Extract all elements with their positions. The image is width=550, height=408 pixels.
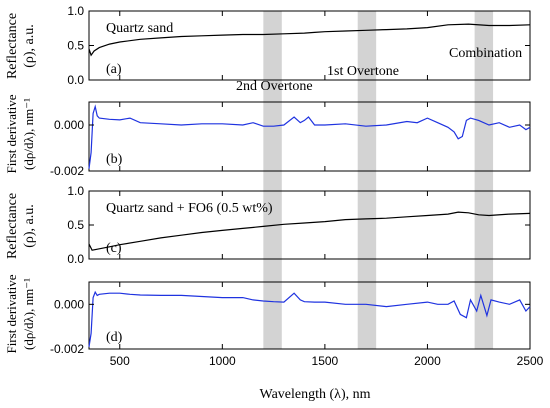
panel-c-ytick-label-2: 1.0 <box>67 184 84 198</box>
xtick-label-3: 2000 <box>414 354 441 368</box>
panel-a-ytick-label-0: 0.0 <box>67 73 84 87</box>
panel-b-ytick-label-1: 0.000 <box>54 118 84 132</box>
panel-c-ytick-label-1: 0.5 <box>67 218 84 232</box>
x-ticks-layer: 500 1000 1500 2000 2500 <box>110 11 544 368</box>
ylabel-c-line2: (ρ), a.u. <box>22 204 37 248</box>
ylabel-b-line1: First derivative <box>4 94 19 173</box>
y-ticks-layer: 0.0 0.5 1.0 -0.002 0.000 0.0 0.5 1.0 -0.002 0.000 <box>50 4 530 356</box>
band-shading-layer <box>263 11 494 349</box>
band-1 <box>357 11 377 349</box>
panel-d-ytick-label-1: 0.000 <box>54 297 84 311</box>
xtick-label-4: 2500 <box>517 354 544 368</box>
band-0 <box>263 11 282 349</box>
ylabel-d-line1: First derivative <box>4 274 19 353</box>
band-2 <box>474 11 494 349</box>
band-label-combination: Combination <box>449 46 522 61</box>
band-label-1st-overtone: 1st Overtone <box>327 64 399 79</box>
panel-a-series-line <box>88 23 531 57</box>
panel-c-title: Quartz sand + FO6 (0.5 wt%) <box>106 201 273 216</box>
xtick-label-1: 1000 <box>209 354 236 368</box>
panel-a-ytick-label-2: 1.0 <box>67 4 84 18</box>
ylabel-a-line2: (ρ), a.u. <box>22 24 37 68</box>
panel-d-label: (d) <box>106 330 123 345</box>
xtick-label-0: 500 <box>110 354 130 368</box>
panel-a-title: Quartz sand <box>106 21 173 36</box>
panel-frames <box>88 10 531 350</box>
panel-a-ytick-label-1: 0.5 <box>67 39 84 53</box>
panel-c-ytick-label-0: 0.0 <box>67 252 84 266</box>
panel-b-label: (b) <box>106 152 123 167</box>
ylabel-d-line2: (dρ/dλ), nm⁻¹ <box>21 278 36 350</box>
ylabel-b-line2: (dρ/dλ), nm⁻¹ <box>21 98 36 170</box>
panel-d-series-line <box>88 290 531 347</box>
x-axis-label: Wavelength (λ), nm <box>259 387 370 402</box>
panel-b-frame <box>88 101 531 172</box>
panel-d-frame <box>88 281 531 350</box>
panel-b-series-line <box>88 104 531 169</box>
panel-b-ytick-label-0: -0.002 <box>50 164 84 178</box>
ylabel-a-line1: Reflectance <box>5 13 20 79</box>
band-label-2nd-overtone: 2nd Overtone <box>236 79 313 94</box>
series-lines <box>88 23 531 347</box>
panel-d-ytick-label-0: -0.002 <box>50 342 84 356</box>
xtick-label-2: 1500 <box>312 354 339 368</box>
panel-c-series-line <box>88 211 531 251</box>
panel-a-label: (a) <box>106 62 122 77</box>
ylabel-c-line1: Reflectance <box>5 193 20 259</box>
panel-c-label: (c) <box>106 241 122 256</box>
